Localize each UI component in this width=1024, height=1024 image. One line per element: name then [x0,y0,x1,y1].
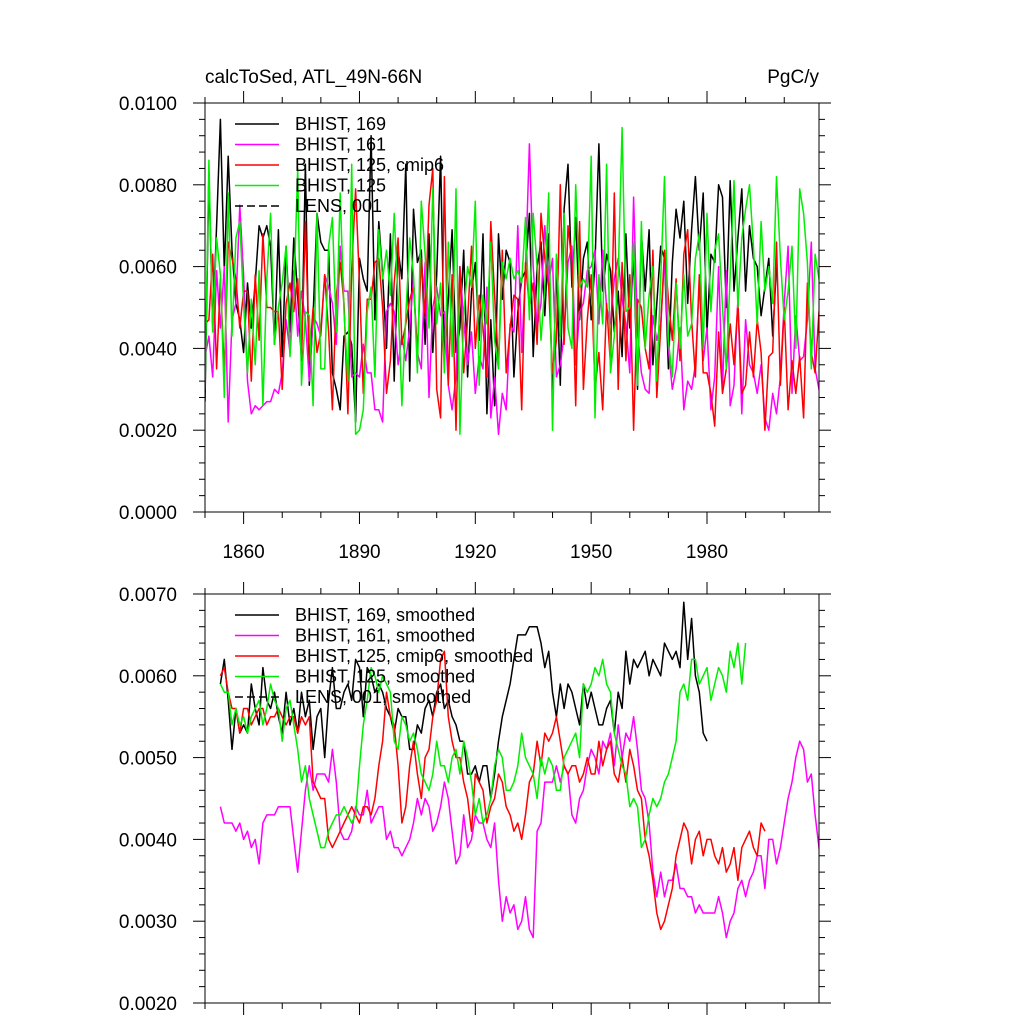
y-tick-label: 0.0030 [119,912,177,933]
series-line-1 [205,118,778,423]
top-panel-series-lines [205,118,819,436]
y-tick-label: 0.0020 [119,421,177,442]
x-tick-label: 1860 [222,542,264,563]
top-panel-axes: 0.0000 0.0020 0.0040 0.0060 0.0080 0.0100 1860… [119,91,831,563]
legend-label: BHIST, 169 [295,114,386,134]
y-tick-label: 0.0060 [119,667,177,688]
bottom-panel: 0.0020 0.0030 0.0040 0.0050 0.0060 0.0070 BHI… [119,582,831,1015]
legend-label: LENS, 001 [295,196,382,216]
bottom-panel-axes: 0.0020 0.0030 0.0040 0.0050 0.0060 0.0070 [119,582,831,1015]
legend-label: BHIST, 161, smoothed [295,626,475,646]
series-line-3 [219,650,766,931]
series-line-2 [219,715,819,939]
plot-frame [204,102,820,513]
x-tick-label: 1950 [570,542,612,563]
plot-frame [204,593,820,1004]
legend-label: BHIST, 161 [295,135,386,155]
y-tick-label: 0.0040 [119,339,177,360]
top-panel-title: calcToSed, ATL_49N-66N [205,67,422,88]
x-tick-label: 1920 [454,542,496,563]
legend-label: BHIST, 125, smoothed [295,667,475,687]
legend-label: BHIST, 125, cmip6, smoothed [295,646,533,666]
legend-label: LENS, 001, smoothed [295,687,471,707]
y-tick-label: 0.0000 [119,503,177,524]
y-tick-label: 0.0050 [119,749,177,770]
series-line-3 [205,167,819,431]
bottom-panel-series-lines [219,601,819,939]
top-panel: calcToSed, ATL_49N-66N PgC/y 0.0000 0.002… [119,67,831,563]
y-tick-label: 0.0100 [119,94,177,115]
series-line-4 [219,642,747,849]
y-tick-label: 0.0070 [119,585,177,606]
series-line-4 [205,126,819,436]
legend-label: BHIST, 169, smoothed [295,605,475,625]
x-tick-label: 1980 [686,542,728,563]
legend-label: BHIST, 125, cmip6 [295,155,444,175]
top-panel-units: PgC/y [767,67,819,88]
y-tick-label: 0.0080 [119,176,177,197]
legend-label: BHIST, 125 [295,176,386,196]
x-tick-label: 1890 [338,542,380,563]
y-tick-label: 0.0060 [119,258,177,279]
y-tick-label: 0.0020 [119,994,177,1015]
y-tick-label: 0.0040 [119,830,177,851]
